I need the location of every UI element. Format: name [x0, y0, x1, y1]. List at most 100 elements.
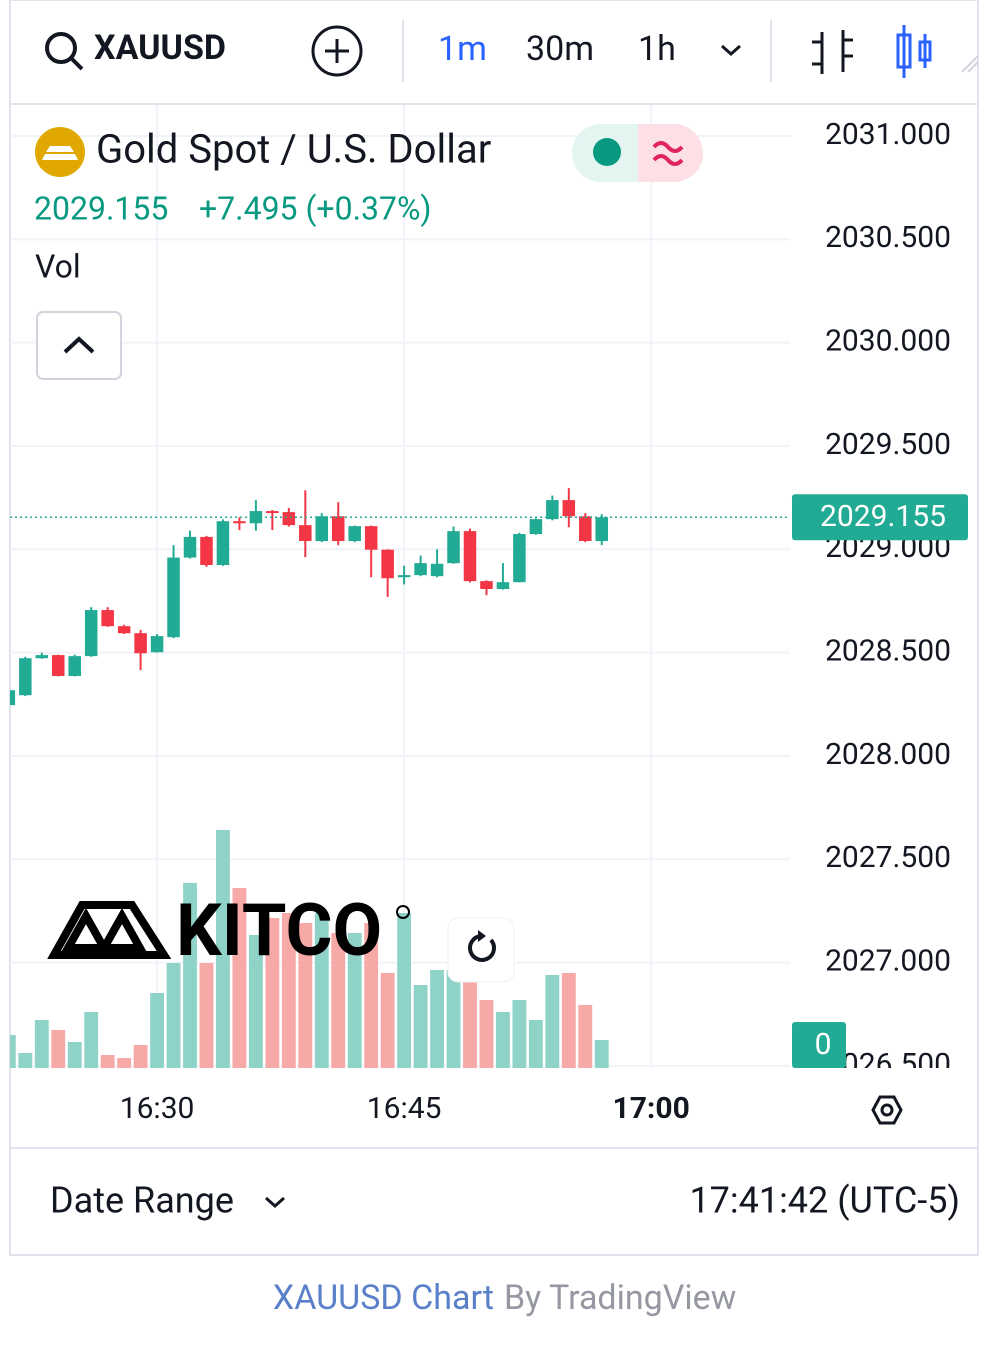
watermark: KITCO: [47, 888, 410, 973]
search-icon: [45, 32, 77, 64]
volume-value-label: 0: [815, 1027, 832, 1062]
candle-body: [51, 655, 65, 676]
volume-bar: [561, 973, 576, 1068]
candle-body: [167, 557, 180, 638]
watermark-text: KITCO: [176, 888, 382, 973]
settings-icon: [880, 1103, 894, 1117]
volume-bar: [248, 935, 263, 1068]
candle-body: [562, 500, 576, 517]
candle-body: [216, 521, 230, 566]
market-status: [593, 138, 621, 166]
volume-bar: [232, 888, 247, 1068]
candle-body: [513, 534, 526, 583]
interval[interactable]: 30m: [526, 29, 594, 69]
candle-body: [529, 519, 543, 535]
y-tick-label: 2028.500: [825, 634, 951, 669]
candle-body: [117, 626, 131, 634]
x-tick-label: 16:45: [367, 1091, 442, 1126]
plus-icon: [311, 25, 363, 77]
candle-body: [331, 516, 345, 542]
candle-body: [397, 575, 411, 578]
footer-link[interactable]: XAUUSD Chart: [273, 1278, 494, 1318]
candle-body: [233, 521, 246, 524]
volume-bar: [133, 1045, 148, 1068]
candle-body: [546, 500, 559, 520]
collapse-button[interactable]: [36, 311, 122, 380]
y-tick-label: 2027.000: [825, 944, 951, 979]
legend-price: 2029.155: [34, 189, 168, 227]
symbol: XAUUSD: [94, 28, 226, 68]
candle-body: [200, 536, 213, 566]
collapse-icon: [63, 336, 95, 354]
delay-icon: [652, 141, 684, 166]
symbol-search[interactable]: XAUUSD: [45, 28, 226, 71]
candle-body: [282, 512, 296, 526]
interval[interactable]: 1h: [638, 29, 676, 69]
volume-bar: [216, 830, 230, 1068]
candle-body: [496, 582, 510, 589]
reset-icon: [478, 930, 486, 942]
volume-bar: [545, 975, 560, 1068]
x-tick-label: 16:30: [120, 1091, 195, 1126]
volume-bar: [397, 913, 412, 1068]
volume-bar: [84, 1012, 99, 1068]
compare-button[interactable]: [311, 25, 363, 77]
volume-bar: [496, 1012, 510, 1068]
clock: 17:41:42 (UTC-5): [689, 1180, 960, 1222]
volume-bar: [150, 993, 164, 1068]
footer-by: By TradingView: [504, 1278, 736, 1318]
candle-style-icon[interactable]: [896, 25, 932, 78]
y-tick-label: 2030.500: [825, 220, 951, 255]
search-icon: [69, 56, 84, 71]
date-range-dropdown[interactable]: [265, 1196, 285, 1209]
candle-body: [101, 610, 114, 627]
volume-bar: [117, 1058, 132, 1068]
candle-body: [414, 563, 427, 576]
candle-body: [299, 525, 312, 542]
volume-bar: [578, 1005, 593, 1068]
reset-button[interactable]: [447, 917, 515, 983]
volume-bar: [265, 918, 280, 1068]
candle-body: [579, 516, 592, 542]
y-tick-label: 2026.500: [825, 1047, 951, 1082]
volume-bar: [512, 1000, 527, 1068]
volume-bar: [479, 1000, 494, 1068]
volume-bar: [463, 960, 477, 1068]
candle-body: [315, 516, 329, 542]
settings-icon[interactable]: [871, 1095, 903, 1125]
volume-bar: [183, 883, 197, 1068]
reset-icon: [468, 934, 497, 962]
volume-bar: [594, 1040, 609, 1068]
y-tick-label: 2029.500: [825, 427, 951, 462]
interval-dropdown[interactable]: [721, 44, 741, 57]
watermark-logo: [47, 901, 172, 959]
candle-body: [463, 531, 477, 582]
status-pill: [638, 124, 703, 182]
resize-handle: [961, 55, 979, 73]
volume-bar: [10, 1035, 16, 1068]
volume-bar: [51, 1030, 66, 1068]
candle-body: [447, 531, 460, 564]
candle-body: [134, 633, 147, 654]
candle-body: [19, 658, 32, 696]
volume-bar: [34, 1020, 49, 1068]
volume-bar: [67, 1042, 82, 1068]
volume-bar: [413, 985, 428, 1068]
last-price-label: 2029.155: [820, 499, 946, 534]
volume-legend: Vol: [35, 247, 81, 285]
volume-bar: [331, 933, 346, 1068]
legend-change: +7.495 (+0.37%): [199, 189, 432, 227]
volume-bar: [380, 973, 395, 1068]
interval[interactable]: 1m: [438, 29, 487, 69]
y-tick-label: 2031.000: [825, 117, 951, 152]
date-range[interactable]: Date Range: [50, 1180, 234, 1222]
candle-body: [364, 526, 378, 550]
volume-value-box: [792, 1022, 846, 1068]
candle-body: [348, 526, 361, 542]
bar-style-icon[interactable]: [812, 30, 853, 74]
volume-bar: [347, 933, 362, 1068]
volume-bar: [364, 923, 379, 1068]
volume-bar: [166, 963, 181, 1068]
last-price-box: [792, 494, 968, 541]
